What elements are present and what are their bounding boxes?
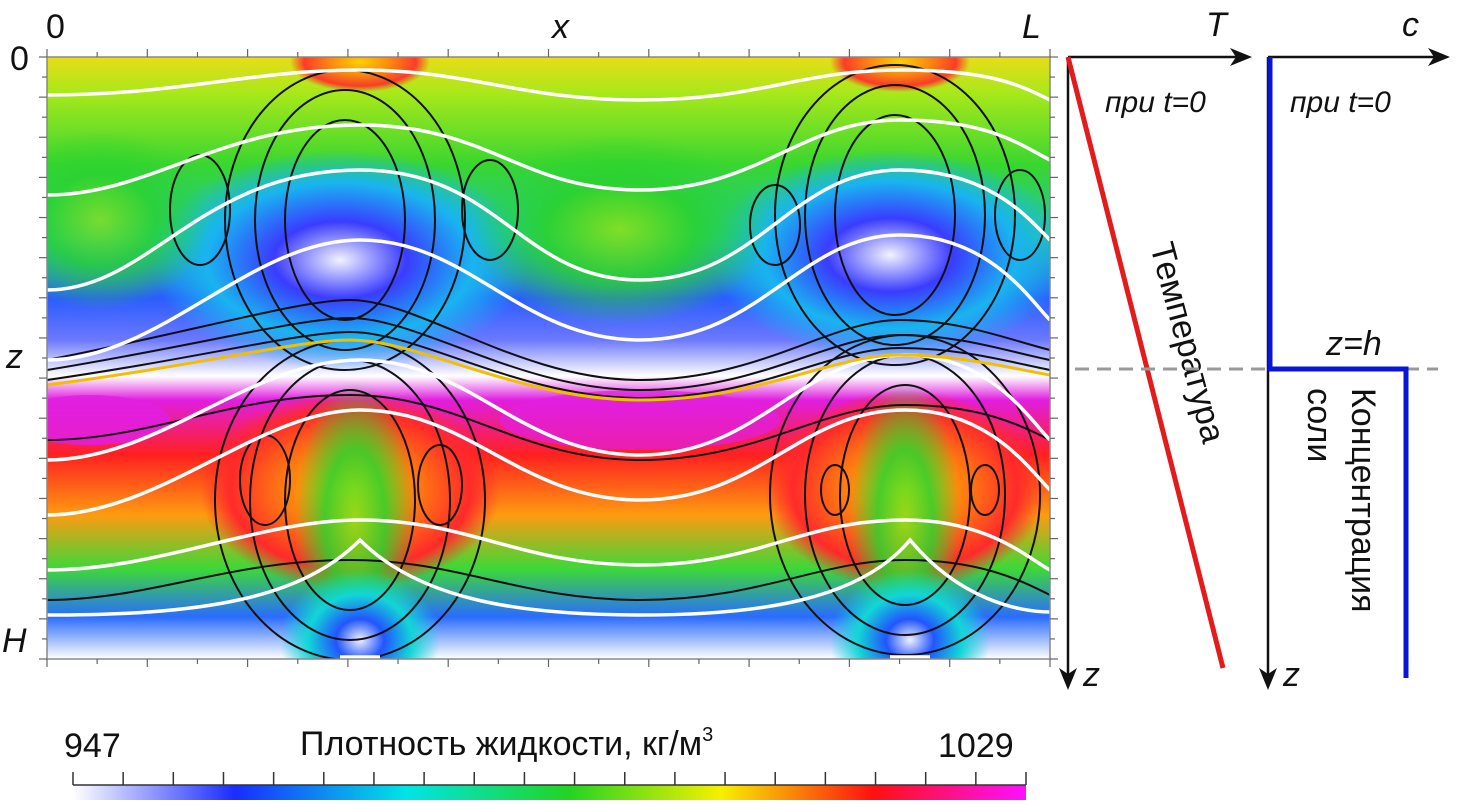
- colorbar-ticks: [72, 772, 1027, 785]
- arrow-down-icon: [1259, 668, 1277, 690]
- z-origin-label: 0: [10, 40, 29, 78]
- density-field-region: [280, 570, 440, 659]
- density-field-region: [47, 130, 210, 310]
- z-end-label: H: [2, 622, 27, 660]
- plot-ticks: [39, 49, 1058, 667]
- density-field-region: [830, 570, 990, 659]
- temperature-axis-label: T: [1206, 6, 1229, 44]
- density-field-region: [47, 395, 170, 445]
- temperature-curve-label: Температура: [1142, 238, 1232, 447]
- colorbar-max-label: 1029: [938, 727, 1014, 765]
- arrow-right-icon: [1428, 48, 1450, 66]
- colorbar-min-label: 947: [64, 727, 121, 765]
- arrow-right-icon: [1230, 48, 1252, 66]
- salt-profile-line: [1267, 57, 1409, 678]
- salt-panel: c при t=0 z=h Концентрация соли z: [1259, 6, 1450, 694]
- density-field-region: [150, 150, 530, 370]
- colorbar-gradient: [73, 785, 1026, 800]
- x-end-label: L: [1022, 8, 1041, 46]
- temperature-z-label: z: [1082, 656, 1100, 694]
- density-field-region: [470, 135, 770, 325]
- salt-axis-label: c: [1402, 6, 1419, 44]
- x-axis-label: x: [550, 8, 570, 46]
- salt-curve-label-line2: соли: [1300, 388, 1338, 462]
- density-field-region: [290, 57, 430, 92]
- density-field-plot: [47, 57, 1050, 659]
- colorbar-title: Плотность жидкости, кг/м3: [300, 724, 713, 763]
- isopycnals: [47, 68, 1050, 659]
- z-axis-label: z: [5, 338, 23, 376]
- x-origin-label: 0: [46, 8, 65, 46]
- density-field-region: [500, 390, 780, 450]
- arrow-down-icon: [1059, 668, 1077, 690]
- temperature-panel: T при t=0 Температура z: [1059, 6, 1252, 694]
- salt-interface-label: z=h: [1325, 325, 1382, 363]
- colorbar: 947 Плотность жидкости, кг/м3 1029: [64, 724, 1027, 800]
- density-field-region: [830, 57, 970, 92]
- interface-band: [47, 338, 1050, 402]
- salt-curve-label-line1: Концентрация: [1344, 388, 1382, 613]
- salt-z-label: z: [1282, 656, 1300, 694]
- temperature-initial-note: при t=0: [1105, 86, 1206, 119]
- temperature-profile-line: [1065, 56, 1226, 669]
- salt-initial-note: при t=0: [1290, 86, 1391, 119]
